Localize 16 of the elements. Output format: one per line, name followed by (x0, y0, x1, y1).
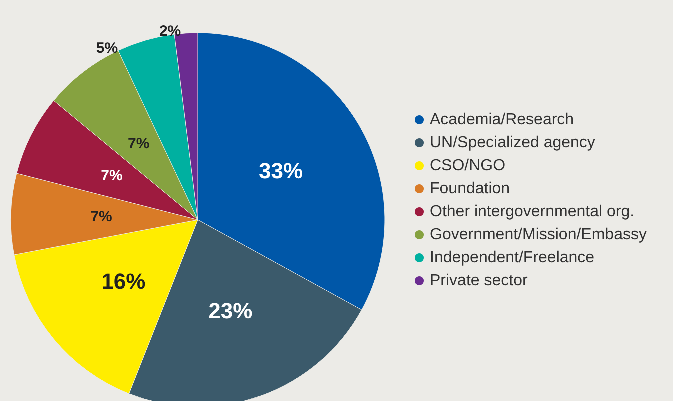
legend-label: Other intergovernmental org. (430, 204, 635, 220)
data-label: 16% (102, 269, 146, 294)
data-label: 5% (96, 40, 118, 57)
legend-label: UN/Specialized agency (430, 134, 596, 152)
data-label: 33% (259, 158, 304, 184)
data-label: 7% (101, 168, 123, 185)
legend-label: Government/Mission/Embassy (430, 226, 647, 244)
data-label: 2% (159, 22, 182, 40)
legend-label: Independent/Freelance (430, 250, 595, 266)
data-label: 7% (128, 135, 150, 152)
legend-label: Academia/Research (430, 112, 574, 128)
legend-label: Private sector (430, 272, 528, 290)
data-label: 7% (90, 208, 112, 226)
data-label: 23% (208, 298, 253, 324)
legend-label: CSO/NGO (430, 158, 506, 174)
legend-label: Foundation (430, 180, 510, 198)
